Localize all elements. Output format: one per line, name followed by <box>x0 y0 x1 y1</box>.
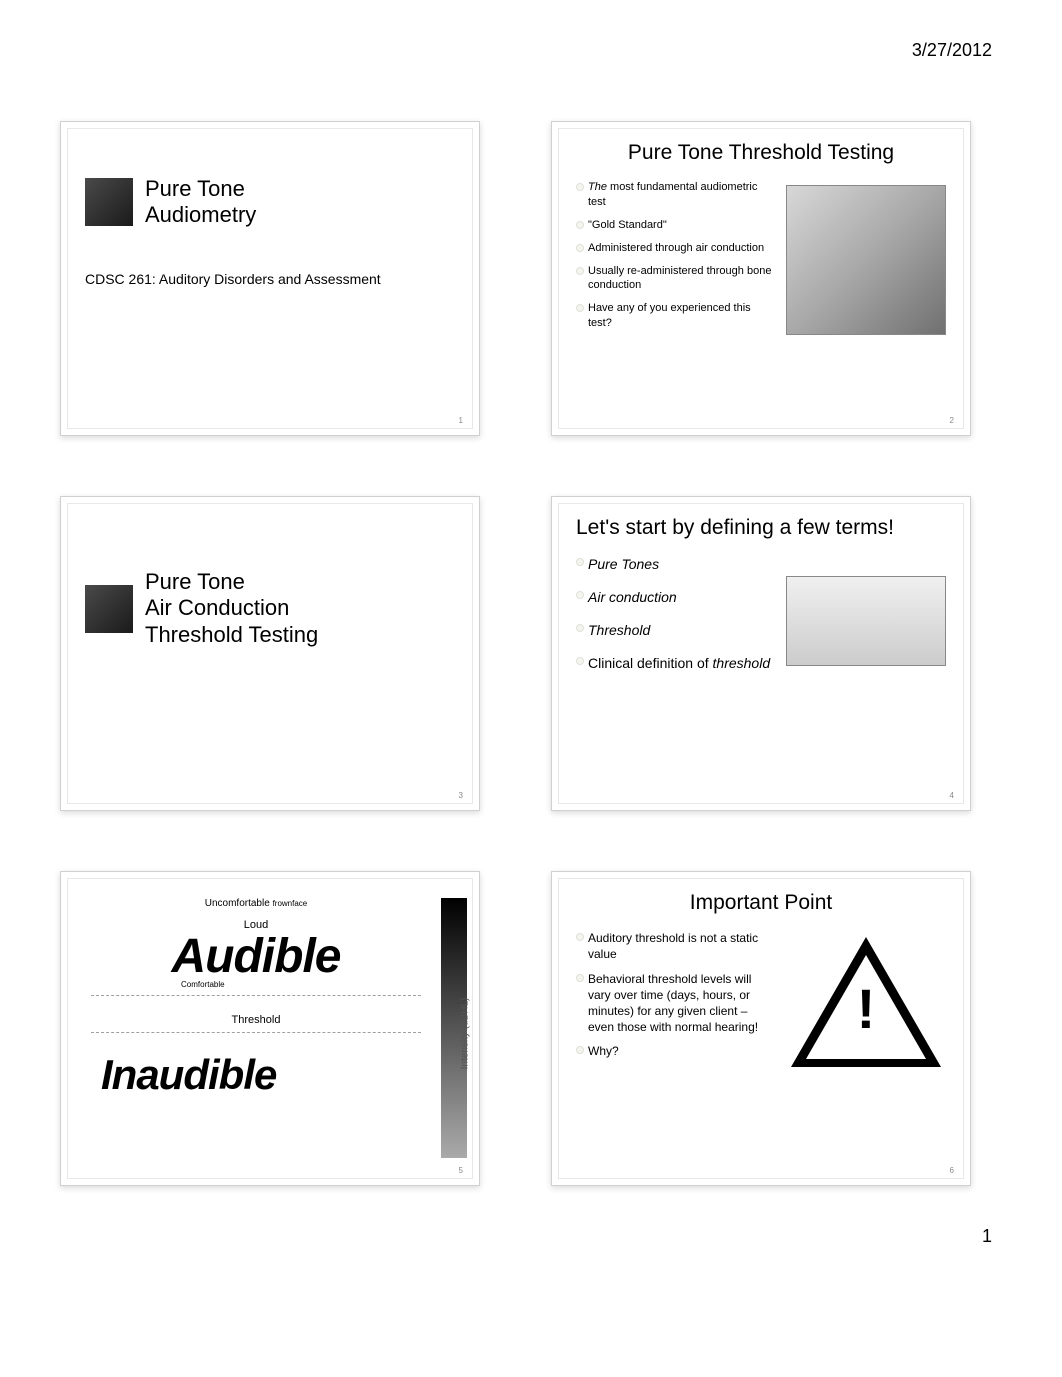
intensity-diagram: Uncomfortable frownface Loud Audible Com… <box>91 898 421 1099</box>
slide-6: Important Point Auditory threshold is no… <box>551 871 971 1186</box>
slide-4-image-wrap <box>786 555 946 687</box>
slide-2: Pure Tone Threshold Testing The most fun… <box>551 121 971 436</box>
list-item: Pure Tones <box>576 555 772 574</box>
threshold-divider-bottom <box>91 1032 421 1033</box>
term: threshold <box>713 655 771 671</box>
term: Threshold <box>588 622 650 638</box>
title-row: Pure Tone Audiometry <box>85 176 455 229</box>
list-item: Clinical definition of threshold <box>576 654 772 673</box>
threshold-divider-top <box>91 995 421 996</box>
slide-3: Pure Tone Air Conduction Threshold Testi… <box>60 496 480 811</box>
slide-number: 6 <box>950 1166 954 1175</box>
headphones-photo <box>786 185 946 335</box>
warning-sign-icon: ! <box>791 937 941 1067</box>
inaudible-label: Inaudible <box>91 1051 421 1099</box>
item-italic: The <box>588 181 607 193</box>
title-line: Audiometry <box>145 202 256 228</box>
title-line: Pure Tone <box>145 569 318 595</box>
list-item: Behavioral threshold levels will vary ov… <box>576 971 772 1036</box>
title-row: Pure Tone Air Conduction Threshold Testi… <box>85 569 455 648</box>
bullet-list: Pure Tones Air conduction Threshold Clin… <box>576 555 772 673</box>
list-item: Auditory threshold is not a static value <box>576 930 772 962</box>
slide-3-title: Pure Tone Air Conduction Threshold Testi… <box>145 569 318 648</box>
audible-label: Audible <box>91 931 421 984</box>
dictionary-photo <box>786 576 946 666</box>
slide-6-image-wrap: ! <box>786 930 946 1067</box>
list-item: Why? <box>576 1043 772 1059</box>
slide-6-title: Important Point <box>576 890 946 916</box>
bullet-list: Auditory threshold is not a static value… <box>576 930 772 1059</box>
term: Pure Tones <box>588 556 659 572</box>
slide-2-title: Pure Tone Threshold Testing <box>576 140 946 166</box>
warning-exclamation: ! <box>791 981 941 1037</box>
uncomfortable-label: Uncomfortable frownface <box>91 898 421 909</box>
label-text: Uncomfortable <box>205 898 270 909</box>
list-item: Have any of you experienced this test? <box>576 301 772 331</box>
slide-1: Pure Tone Audiometry CDSC 261: Auditory … <box>60 121 480 436</box>
slide-4-cols: Pure Tones Air conduction Threshold Clin… <box>576 555 946 687</box>
slide-1-subtitle: CDSC 261: Auditory Disorders and Assessm… <box>85 271 455 287</box>
slide-number: 2 <box>950 416 954 425</box>
list-item: Usually re-administered through bone con… <box>576 264 772 294</box>
slide-4-text: Pure Tones Air conduction Threshold Clin… <box>576 555 772 687</box>
slide-2-text: The most fundamental audiometric test "G… <box>576 180 772 339</box>
slide-number: 1 <box>459 416 463 425</box>
slide-5: Uncomfortable frownface Loud Audible Com… <box>60 871 480 1186</box>
bullet-list: The most fundamental audiometric test "G… <box>576 180 772 331</box>
slide-number: 3 <box>459 791 463 800</box>
slide-number: 5 <box>459 1166 463 1175</box>
slide-6-text: Auditory threshold is not a static value… <box>576 930 772 1067</box>
page-number: 1 <box>60 1226 1002 1247</box>
title-line: Pure Tone <box>145 176 256 202</box>
slide-2-image-wrap <box>786 180 946 339</box>
lecture-icon <box>85 585 133 633</box>
slide-number: 4 <box>950 791 954 800</box>
title-line: Air Conduction <box>145 595 318 621</box>
slide-1-title: Pure Tone Audiometry <box>145 176 256 229</box>
slide-2-cols: The most fundamental audiometric test "G… <box>576 180 946 339</box>
slide-4-title: Let's start by defining a few terms! <box>576 515 946 541</box>
page-date: 3/27/2012 <box>60 40 1002 61</box>
list-item: The most fundamental audiometric test <box>576 180 772 210</box>
intensity-axis-label: Intensity (dBHL) <box>460 998 471 1070</box>
list-item: Threshold <box>576 621 772 640</box>
frownface-note: frownface <box>273 899 308 908</box>
slide-6-cols: Auditory threshold is not a static value… <box>576 930 946 1067</box>
term: Air conduction <box>588 589 677 605</box>
slide-4: Let's start by defining a few terms! Pur… <box>551 496 971 811</box>
list-item: Administered through air conduction <box>576 241 772 256</box>
lecture-icon <box>85 178 133 226</box>
threshold-label: Threshold <box>91 1014 421 1026</box>
slide-grid: Pure Tone Audiometry CDSC 261: Auditory … <box>60 121 1002 1186</box>
list-item: Air conduction <box>576 588 772 607</box>
list-item: "Gold Standard" <box>576 218 772 233</box>
title-line: Threshold Testing <box>145 622 318 648</box>
